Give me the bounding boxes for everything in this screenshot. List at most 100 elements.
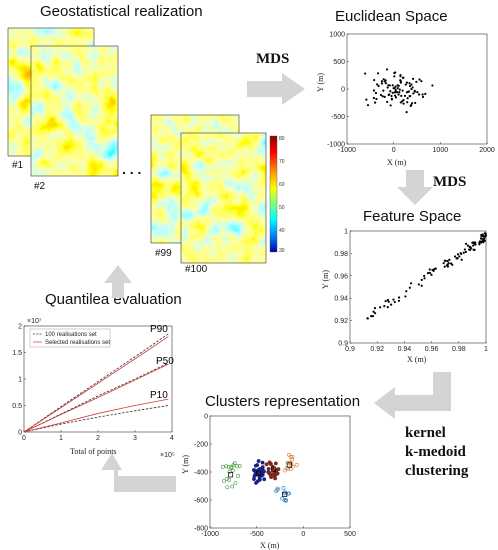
euclidean-point <box>412 92 415 95</box>
annotation-p90: P90 <box>150 324 168 335</box>
euclidean-point <box>424 92 427 95</box>
euclidean-point <box>397 93 400 96</box>
feature-ytick-label: 0.94 <box>334 296 348 303</box>
euclidean-point <box>374 91 378 95</box>
feature-point <box>483 239 486 242</box>
euclidean-point <box>393 75 396 78</box>
quantile-xtick-label: 4 <box>170 435 174 442</box>
clusters-ytick-label: -600 <box>194 498 208 505</box>
euclidean-chart: -1000 0 1000 2000 1000 500 0 -500 -1000 X (m) Y … <box>316 32 495 168</box>
cluster-medoid <box>286 462 292 468</box>
feature-point <box>430 273 433 276</box>
euclidean-point <box>394 88 397 92</box>
arrow-down-icon <box>397 170 433 205</box>
annotation-p10: P10 <box>150 390 168 401</box>
euclidean-point <box>409 104 412 108</box>
quantile-xlabel: Total of points <box>70 447 117 456</box>
euclidean-point <box>377 84 380 88</box>
euclidean-point <box>382 78 385 81</box>
euclidean-point <box>418 93 421 96</box>
euclidean-point <box>421 93 424 96</box>
cluster-point <box>262 477 267 482</box>
feature-point <box>405 290 408 293</box>
euclidean-xtick-label: 1000 <box>433 147 449 154</box>
euclidean-point <box>389 90 392 93</box>
euclidean-point <box>388 84 391 87</box>
feature-point <box>392 298 395 301</box>
cluster-point <box>233 481 238 486</box>
feature-point <box>458 255 461 258</box>
quantile-line-p90 <box>23 336 169 433</box>
quantile-xtick-label: 2 <box>96 435 100 442</box>
cluster-point <box>257 475 262 480</box>
quantile-ytick-label: 0.5 <box>12 403 22 410</box>
feature-point <box>428 271 432 275</box>
euclidean-point <box>404 83 407 86</box>
cluster-point <box>236 474 241 478</box>
euclidean-point <box>402 102 405 105</box>
euclidean-point <box>386 86 389 89</box>
cluster-point <box>252 477 256 481</box>
feature-point <box>443 259 446 262</box>
realization-99-label: #99 <box>155 248 172 259</box>
realization-2-label: #2 <box>34 181 46 192</box>
feature-point <box>372 310 375 313</box>
feature-point <box>366 317 369 320</box>
euclidean-point <box>408 82 411 85</box>
cluster-point <box>286 453 291 457</box>
feature-point <box>483 237 486 240</box>
cluster-point <box>273 461 278 466</box>
feature-ylabel: Y (m) <box>321 270 330 289</box>
feature-point <box>409 282 413 285</box>
kmedoid-label: k-medoid <box>405 444 466 460</box>
clusters-ytick-label: -200 <box>194 442 208 449</box>
clusters-xtick-label: -500 <box>250 531 264 538</box>
euclidean-point <box>407 90 411 93</box>
feature-point <box>383 305 386 308</box>
euclidean-point <box>390 94 393 98</box>
colorbar-tick: 80 <box>279 136 285 142</box>
cluster-point <box>267 471 272 476</box>
feature-point <box>446 259 449 263</box>
euclidean-point <box>394 85 397 88</box>
colorbar-tick: 30 <box>279 248 285 254</box>
feature-point <box>387 300 390 303</box>
euclidean-point <box>386 100 389 104</box>
cluster-point <box>253 463 258 468</box>
euclidean-ytick-label: -500 <box>331 114 345 121</box>
euclidean-point <box>415 80 418 83</box>
euclidean-point <box>375 97 378 101</box>
feature-point <box>408 286 411 289</box>
euclidean-point <box>431 84 434 87</box>
feature-xtick-label: 0.96 <box>425 346 439 353</box>
feature-point <box>393 300 396 304</box>
feature-point <box>482 235 485 238</box>
euclidean-point <box>391 84 394 87</box>
feature-point <box>426 272 430 275</box>
euclidean-point <box>385 68 389 71</box>
feature-point <box>472 241 475 244</box>
euclidean-point <box>387 93 390 97</box>
cluster-point <box>224 464 229 469</box>
euclidean-point <box>398 91 401 94</box>
feature-xlabel: X (m) <box>407 355 427 364</box>
euclidean-point <box>376 83 379 86</box>
feature-chart: 0.9 0.92 0.94 0.96 0.98 1 1 0.98 0.96 0.94 0.92 0.9… <box>321 229 488 365</box>
quantile-legend: 100 realisations set Selected realisatio… <box>29 328 110 348</box>
cluster-point <box>256 459 261 463</box>
quantile-xtick-label: 3 <box>133 435 137 442</box>
feature-point <box>420 278 423 281</box>
euclidean-point <box>411 86 414 89</box>
euclidean-point <box>382 89 385 92</box>
feature-point <box>420 284 423 287</box>
euclidean-ytick-label: -1000 <box>327 142 345 149</box>
feature-point <box>417 283 420 286</box>
clusters-ytick-label: 0 <box>204 414 208 421</box>
cluster-point <box>281 486 286 490</box>
euclidean-point <box>373 101 377 104</box>
euclidean-point <box>400 94 403 97</box>
quantile-line-p50 <box>23 362 169 433</box>
realization-2-map <box>30 45 119 177</box>
quantile-ytick-label: 1 <box>18 377 22 384</box>
feature-point <box>423 274 426 278</box>
